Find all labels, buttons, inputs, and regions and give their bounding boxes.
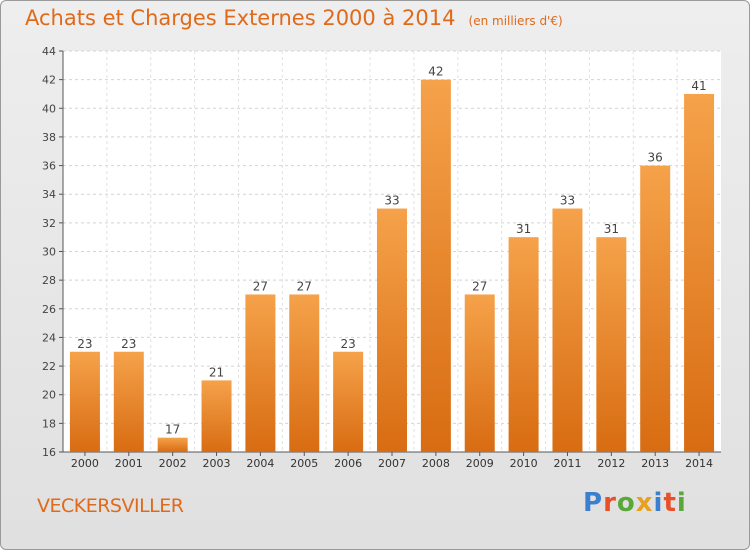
chart-title-row: Achats et Charges Externes 2000 à 2014 (…: [25, 6, 563, 30]
y-tick-label: 28: [42, 274, 56, 287]
y-tick-label: 26: [42, 303, 56, 316]
bar-2003: [201, 380, 232, 452]
x-tick-label: 2012: [597, 457, 625, 470]
y-tick-label: 34: [42, 188, 56, 201]
bar-2011: [552, 208, 583, 452]
bar-2012: [596, 237, 627, 452]
bar-2014: [684, 93, 715, 452]
y-tick-label: 40: [42, 102, 56, 115]
bar-2009: [464, 294, 495, 452]
data-label: 21: [209, 365, 224, 379]
y-tick-label: 18: [42, 417, 56, 430]
bar-2008: [420, 79, 451, 453]
data-label: 31: [604, 222, 619, 236]
y-tick-label: 22: [42, 360, 56, 373]
y-tick-label: 16: [42, 446, 56, 459]
data-label: 36: [648, 151, 663, 165]
x-tick-label: 2011: [553, 457, 581, 470]
x-tick-label: 2001: [115, 457, 143, 470]
brand-letter: i: [653, 488, 664, 518]
data-labels: 23 23 17 21 27 27 23 33 42 27 31 33 31 36 41: [77, 65, 706, 437]
chart-subtitle: (en milliers d'€): [468, 14, 563, 28]
bar-2000: [69, 351, 100, 452]
brand-letter: i: [676, 488, 687, 518]
y-tick-label: 20: [42, 389, 56, 402]
commune-name: VECKERSVILLER: [37, 495, 184, 517]
x-tick-label: 2005: [290, 457, 318, 470]
brand-letter: x: [635, 488, 654, 518]
bar-2007: [377, 208, 407, 452]
x-tick-label: 2007: [378, 457, 406, 470]
data-label: 27: [297, 279, 312, 293]
x-tick-label: 2000: [71, 457, 99, 470]
data-label: 23: [340, 337, 355, 351]
data-label: 23: [121, 337, 136, 351]
data-label: 27: [472, 279, 487, 293]
data-label: 23: [77, 337, 92, 351]
bar-2013: [640, 165, 671, 453]
x-tick-label: 2014: [685, 457, 713, 470]
bar-2002: [157, 437, 188, 452]
chart-title: Achats et Charges Externes 2000 à 2014: [25, 6, 456, 30]
brand-letter: P: [583, 488, 604, 518]
y-tick-label: 36: [42, 160, 56, 173]
y-tick-label: 42: [42, 74, 56, 87]
bar-2010: [508, 237, 539, 452]
brand-letter: r: [603, 488, 617, 518]
brand-letter: o: [616, 488, 636, 518]
data-label: 31: [516, 222, 531, 236]
data-label: 33: [384, 194, 399, 208]
y-tick-label: 30: [42, 246, 56, 259]
x-tick-label: 2004: [246, 457, 274, 470]
data-label: 41: [691, 79, 706, 93]
bar-2001: [113, 351, 144, 452]
bar-2005: [289, 294, 320, 452]
y-tick-label: 32: [42, 217, 56, 230]
x-tick-label: 2003: [203, 457, 231, 470]
x-tick-label: 2006: [334, 457, 362, 470]
x-tick-label: 2009: [466, 457, 494, 470]
brand-letter: t: [663, 488, 677, 518]
y-tick-label: 24: [42, 331, 56, 344]
data-label: 17: [165, 423, 180, 437]
y-tick-label: 44: [42, 45, 56, 58]
bar-2006: [333, 351, 364, 452]
data-label: 33: [560, 194, 575, 208]
bars: [69, 79, 715, 453]
data-label: 27: [253, 279, 268, 293]
x-tick-label: 2002: [159, 457, 187, 470]
x-tick-label: 2010: [510, 457, 538, 470]
x-tick-label: 2013: [641, 457, 669, 470]
x-tick-label: 2008: [422, 457, 450, 470]
proxiti-logo[interactable]: Proxiti: [583, 488, 687, 518]
bar-2004: [245, 294, 276, 452]
data-label: 42: [428, 65, 443, 79]
y-tick-label: 38: [42, 131, 56, 144]
